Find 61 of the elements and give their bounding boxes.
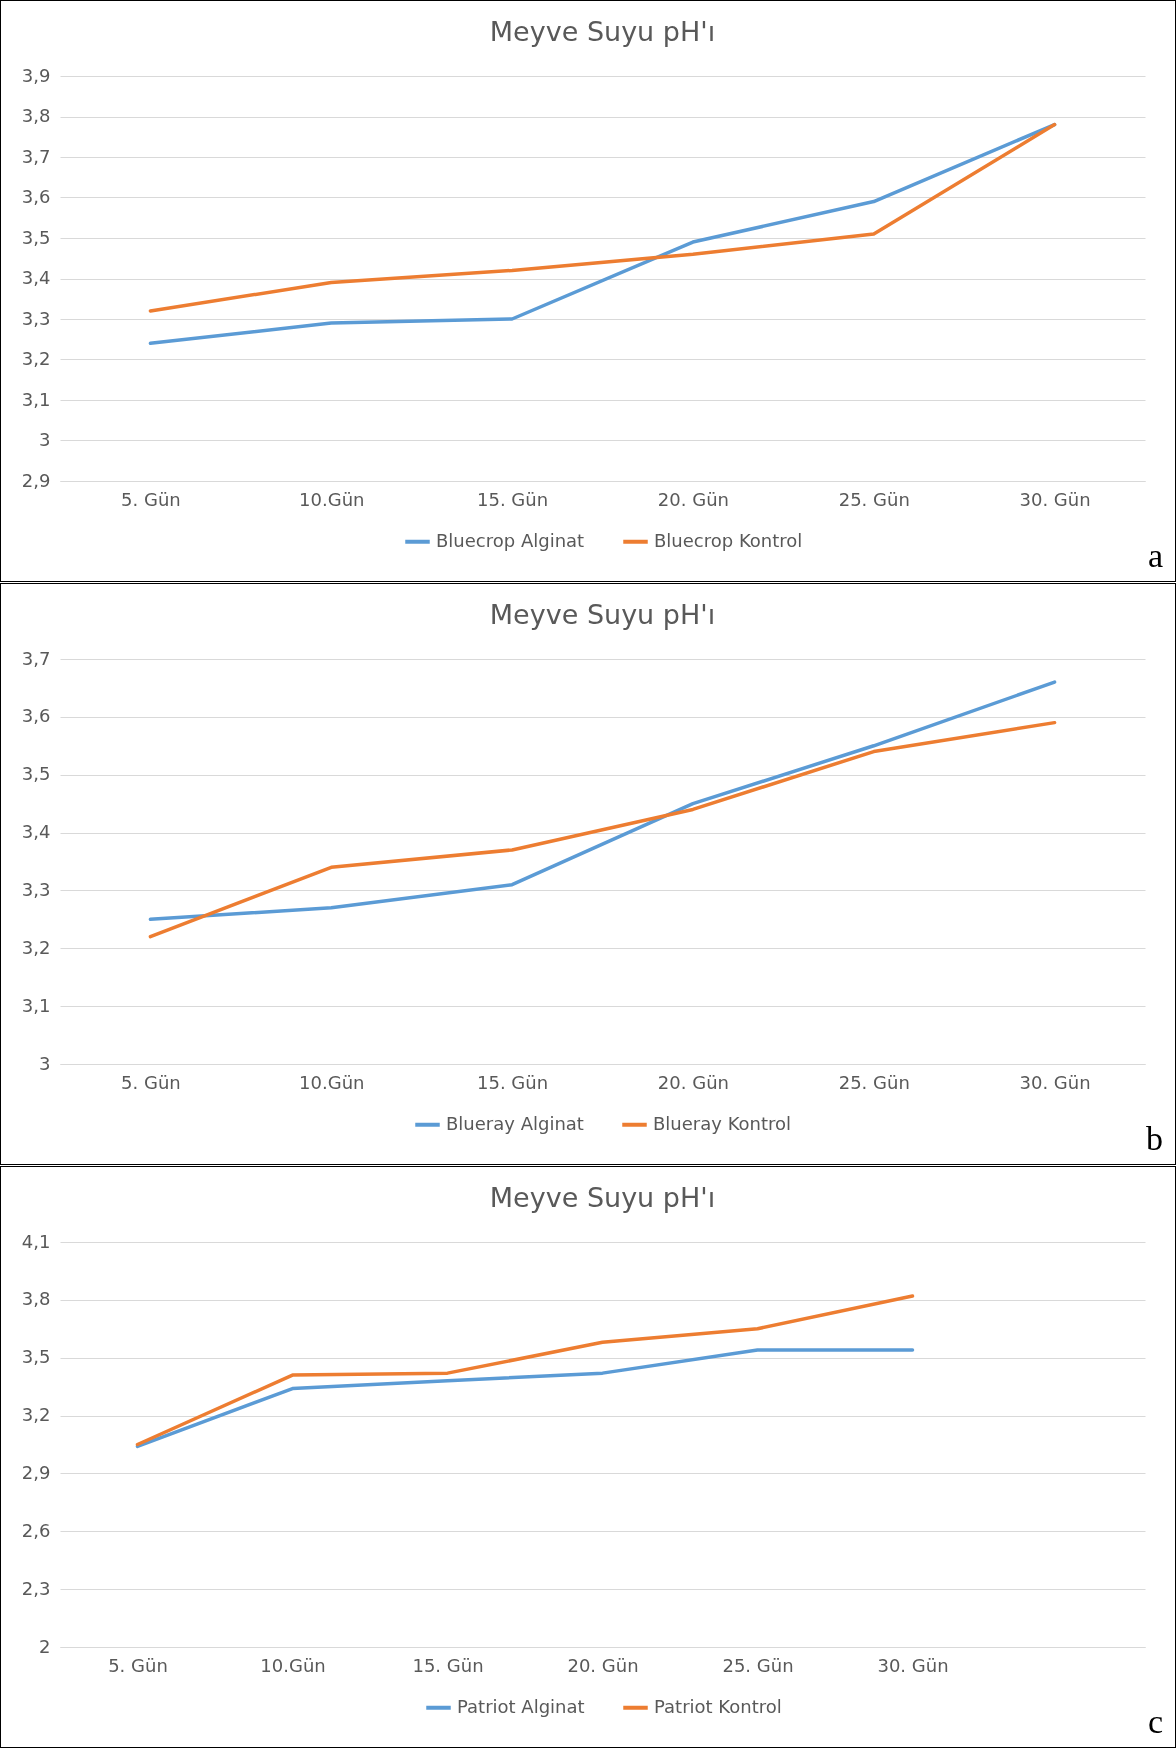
y-tick-label: 3,1 — [21, 388, 51, 410]
x-tick-label: 30. Gün — [877, 1654, 949, 1676]
y-tick-label: 3,1 — [21, 994, 51, 1016]
y-tick-label: 3,7 — [21, 145, 51, 167]
x-tick-label: 15. Gün — [477, 488, 549, 510]
x-tick-label: 5. Gün — [121, 488, 181, 510]
x-tick-label: 10.Gün — [299, 1071, 365, 1093]
x-tick-label: 25. Gün — [838, 1071, 910, 1093]
x-tick-label: 10.Gün — [299, 488, 365, 510]
x-tick-label: 20. Gün — [657, 488, 729, 510]
y-tick-label: 3,3 — [21, 307, 51, 329]
text: a — [1147, 537, 1163, 575]
legend-label: Blueray Alginat — [446, 1112, 584, 1134]
y-tick-label: 3,7 — [21, 647, 51, 669]
y-tick-label: 2,9 — [21, 469, 51, 491]
legend-label: Blueray Kontrol — [653, 1112, 792, 1134]
line-series — [135, 1348, 915, 1449]
x-tick-label: 5. Gün — [108, 1654, 168, 1676]
x-tick-label: 15. Gün — [412, 1654, 484, 1676]
y-tick-label: 3,6 — [21, 186, 51, 207]
y-tick-label: 2,3 — [21, 1577, 51, 1599]
x-tick-label: 30. Gün — [1019, 488, 1091, 510]
x-tick-label: 20. Gün — [657, 1071, 729, 1093]
y-tick-label: 3,5 — [21, 1346, 51, 1368]
legend-label: Patriot Alginat — [457, 1695, 585, 1717]
y-tick-label: 3,5 — [21, 763, 51, 785]
x-tick-label: 15. Gün — [477, 1071, 549, 1093]
y-tick-label: 3,4 — [21, 267, 51, 288]
legend-label: Bluecrop Alginat — [436, 529, 585, 551]
legend-label: Bluecrop Kontrol — [654, 529, 803, 551]
chart-title: Meyve Suyu pH'ı — [489, 599, 716, 630]
x-tick-label: 20. Gün — [567, 1654, 639, 1676]
x-tick-label: 25. Gün — [722, 1654, 794, 1676]
y-tick-label: 3 — [39, 1052, 51, 1074]
y-tick-label: 3,3 — [21, 878, 51, 900]
y-tick-label: 3,2 — [21, 936, 51, 958]
y-tick-label: 3,9 — [21, 64, 51, 86]
x-tick-label: 5. Gün — [121, 1071, 181, 1093]
y-tick-label: 2,6 — [21, 1519, 51, 1541]
y-tick-label: 3,2 — [21, 348, 51, 369]
y-tick-label: 3,5 — [21, 226, 51, 248]
chart-title: Meyve Suyu pH'ı — [489, 1182, 716, 1213]
y-tick-label: 4,1 — [21, 1230, 51, 1252]
y-tick-label: 2,9 — [21, 1461, 51, 1483]
line-series — [148, 680, 1057, 922]
line-series — [148, 720, 1057, 939]
y-tick-label: 3,8 — [21, 1288, 51, 1310]
text: b — [1146, 1120, 1163, 1158]
text: c — [1147, 1703, 1163, 1741]
y-tick-label: 3,2 — [21, 1404, 51, 1426]
y-tick-label: 3,4 — [21, 821, 51, 843]
y-tick-label: 3,8 — [21, 105, 51, 126]
y-tick-label: 3,6 — [21, 705, 51, 727]
x-tick-label: 10.Gün — [260, 1654, 326, 1676]
x-tick-label: 30. Gün — [1019, 1071, 1091, 1093]
chart-title: Meyve Suyu pH'ı — [489, 16, 716, 47]
line-series — [135, 1294, 915, 1447]
y-tick-label: 2 — [39, 1635, 51, 1657]
x-tick-label: 25. Gün — [838, 488, 910, 510]
y-tick-label: 3 — [39, 429, 51, 450]
legend-label: Patriot Kontrol — [654, 1695, 782, 1717]
